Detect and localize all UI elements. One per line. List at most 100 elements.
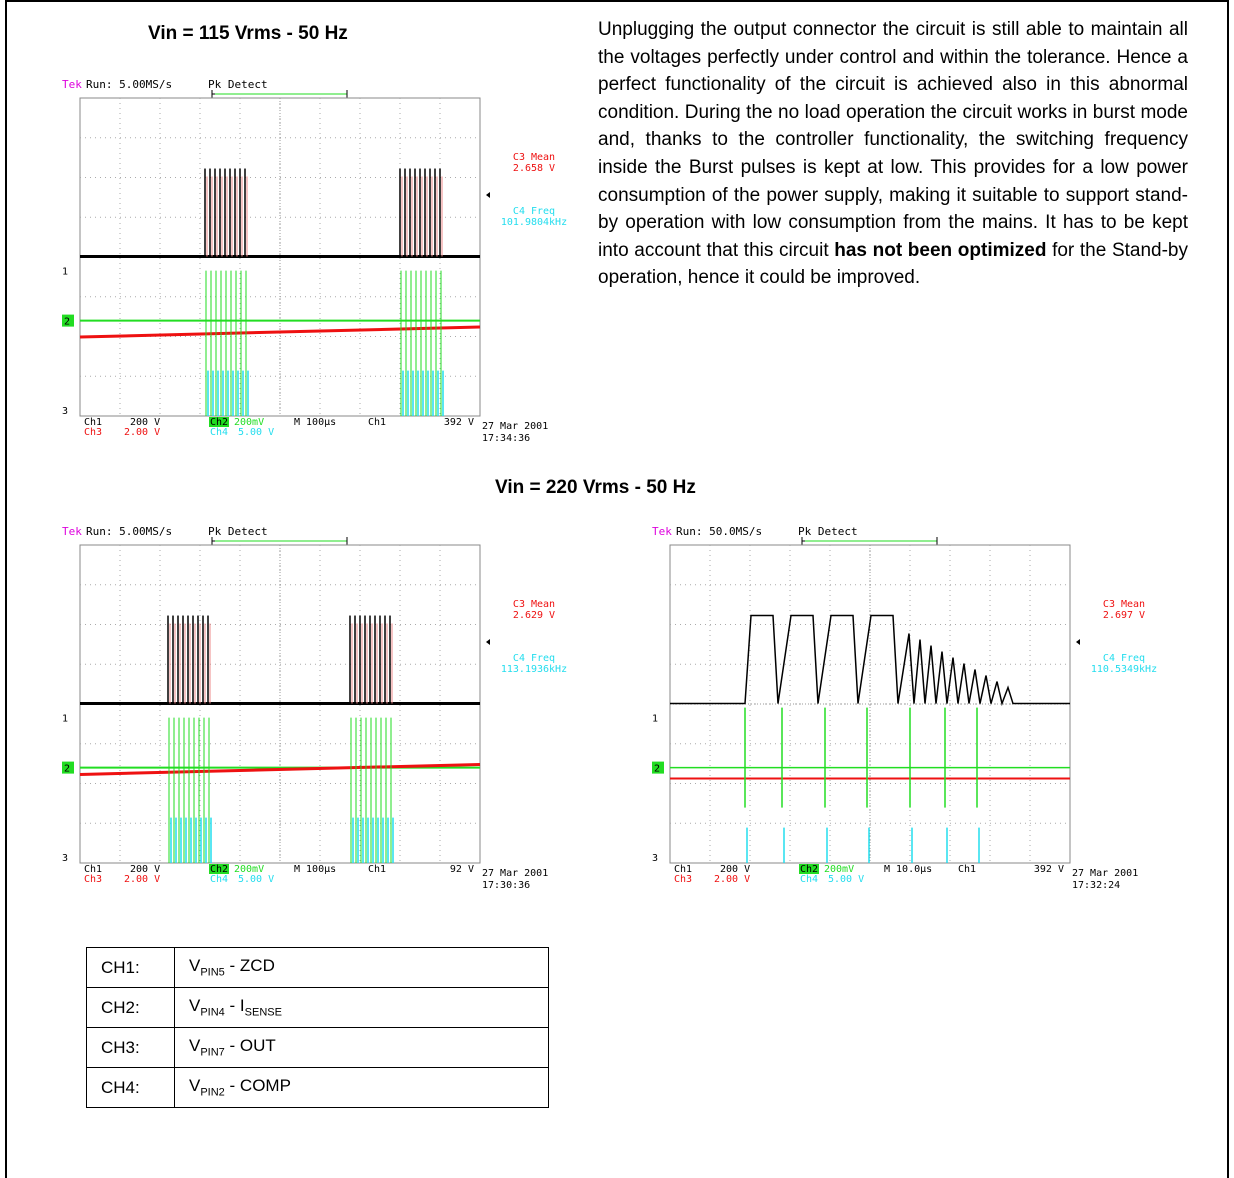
ch1-marker: 1: [652, 714, 658, 725]
ch1-label: Ch1: [84, 417, 102, 428]
trigger-window-bracket: [801, 537, 938, 545]
legend-signal: VPIN5 - ZCD: [174, 947, 549, 988]
c4-freq-label: C4 Freq: [513, 206, 555, 217]
trigger-level-arrow-icon: [486, 639, 490, 645]
ch2-marker: 2: [64, 764, 70, 775]
legend-signal: VPIN4 - ISENSE: [174, 987, 549, 1028]
timebase: M 100µs: [294, 417, 336, 428]
capture-date: 27 Mar 2001: [482, 421, 548, 432]
scope-capture-220v-right: Tek Run: 50.0MS/s Pk Detect 1 2 3 C3 Mean 2.697…: [652, 523, 1172, 911]
ch4-scale: 5.00 V: [238, 427, 274, 438]
trigger-window-bracket: [211, 537, 348, 545]
scope-acq-mode: Pk Detect: [208, 525, 268, 538]
waveform-traces: [670, 614, 1070, 863]
scope-screen: Tek Run: 50.0MS/s Pk Detect 1 2 3 C3 Mean2.697…: [652, 525, 1157, 891]
ch3-marker: 3: [62, 406, 68, 417]
ch1-scale: 200 V: [130, 417, 160, 428]
ch3-label: Ch3: [84, 874, 102, 885]
scope-run-rate: Run: 5.00MS/s: [86, 78, 172, 91]
ch2-scale: 200mV: [234, 417, 264, 428]
trigger-level: 392 V: [1034, 864, 1064, 875]
c3-mean-label: C3 Mean: [1103, 599, 1145, 610]
legend-channel: CH4:: [86, 1067, 175, 1108]
capture-time: 17:30:36: [482, 880, 530, 891]
ch3-marker: 3: [652, 853, 658, 864]
ch2-label: Ch2: [210, 864, 228, 875]
ch3-scale: 2.00 V: [124, 427, 160, 438]
c4-freq-value: 101.9804kHz: [501, 217, 567, 228]
ch1-scale: 200 V: [720, 864, 750, 875]
ch2-marker-box: [62, 761, 74, 774]
ch1-label: Ch1: [674, 864, 692, 875]
capture-time: 17:32:24: [1072, 880, 1120, 891]
c3-mean-label: C3 Mean: [513, 152, 555, 163]
scope-screen: Tek Run: 5.00MS/s Pk Detect 1 2 3 C3 Mean2.658…: [62, 78, 567, 444]
trigger-level-arrow-icon: [1076, 639, 1080, 645]
ch3-trace: [79, 325, 481, 339]
ch4-scale: 5.00 V: [238, 874, 274, 885]
ch1-marker: 1: [62, 267, 68, 278]
capture-time: 17:34:36: [482, 433, 530, 444]
capture-date: 27 Mar 2001: [482, 868, 548, 879]
ch2-marker: 2: [654, 764, 660, 775]
ch3-marker: 3: [62, 853, 68, 864]
c4-freq-label: C4 Freq: [1103, 653, 1145, 664]
ch2-marker: 2: [64, 317, 70, 328]
legend-signal: VPIN2 - COMP: [174, 1067, 549, 1108]
ch3-label: Ch3: [674, 874, 692, 885]
channel-legend-table: CH1: VPIN5 - ZCD CH2: VPIN4 - ISENSE CH3…: [86, 947, 549, 1108]
ch2-label: Ch2: [800, 864, 818, 875]
scope-run-rate: Run: 50.0MS/s: [676, 525, 762, 538]
ch4-label: Ch4: [800, 874, 818, 885]
scope-capture-220v-left: Tek Run: 5.00MS/s Pk Detect 1 2 3 C3 Mean 2.629…: [62, 523, 582, 911]
paragraph-text-1: Unplugging the output connector the circ…: [598, 19, 1188, 261]
legend-row: CH2: VPIN4 - ISENSE: [86, 987, 549, 1028]
ch4-scale: 5.00 V: [828, 874, 864, 885]
timebase: M 100µs: [294, 864, 336, 875]
page-frame: [5, 0, 1229, 1178]
c3-mean-value: 2.697 V: [1103, 610, 1145, 621]
legend-channel: CH2:: [86, 987, 175, 1028]
c4-freq-value: 110.5349kHz: [1091, 664, 1157, 675]
scope-acq-mode: Pk Detect: [798, 525, 858, 538]
ch2-scale: 200mV: [824, 864, 854, 875]
waveform-traces: [79, 615, 481, 863]
ch2-marker-box: [652, 761, 664, 774]
ch3-label: Ch3: [84, 427, 102, 438]
description-paragraph: Unplugging the output connector the circ…: [598, 16, 1188, 292]
ch2-marker-box: [62, 314, 74, 327]
timebase: M 10.0µs: [884, 864, 932, 875]
scope-brand: Tek: [62, 78, 82, 91]
trigger-window-bracket: [211, 90, 348, 98]
ch1-marker: 1: [62, 714, 68, 725]
c4-freq-label: C4 Freq: [513, 653, 555, 664]
capture-date: 27 Mar 2001: [1072, 868, 1138, 879]
c4-freq-value: 113.1936kHz: [501, 664, 567, 675]
title-220v: Vin = 220 Vrms - 50 Hz: [495, 477, 696, 498]
legend-row: CH3: VPIN7 - OUT: [86, 1027, 549, 1068]
ch4-label: Ch4: [210, 427, 228, 438]
ch1-label: Ch1: [84, 864, 102, 875]
c3-mean-value: 2.658 V: [513, 163, 555, 174]
scope-brand: Tek: [652, 525, 672, 538]
legend-signal: VPIN7 - OUT: [174, 1027, 549, 1068]
scope-brand: Tek: [62, 525, 82, 538]
scope-screen: Tek Run: 5.00MS/s Pk Detect 1 2 3 C3 Mean2.629…: [62, 525, 567, 891]
c3-mean-value: 2.629 V: [513, 610, 555, 621]
trigger-source: Ch1: [368, 864, 386, 875]
legend-channel: CH3:: [86, 1027, 175, 1068]
ch2-scale: 200mV: [234, 864, 264, 875]
trigger-level: 92 V: [450, 864, 474, 875]
trigger-source: Ch1: [958, 864, 976, 875]
legend-row: CH4: VPIN2 - COMP: [86, 1067, 549, 1108]
legend-channel: CH1:: [86, 947, 175, 988]
paragraph-bold: has not been optimized: [834, 239, 1047, 261]
trigger-source: Ch1: [368, 417, 386, 428]
scope-acq-mode: Pk Detect: [208, 78, 268, 91]
ch3-scale: 2.00 V: [714, 874, 750, 885]
ch4-label: Ch4: [210, 874, 228, 885]
ch3-trace: [79, 762, 481, 776]
ch3-scale: 2.00 V: [124, 874, 160, 885]
trigger-level: 392 V: [444, 417, 474, 428]
paragraph-text-2: for the Stand-by operation, hence it cou…: [598, 239, 1188, 289]
